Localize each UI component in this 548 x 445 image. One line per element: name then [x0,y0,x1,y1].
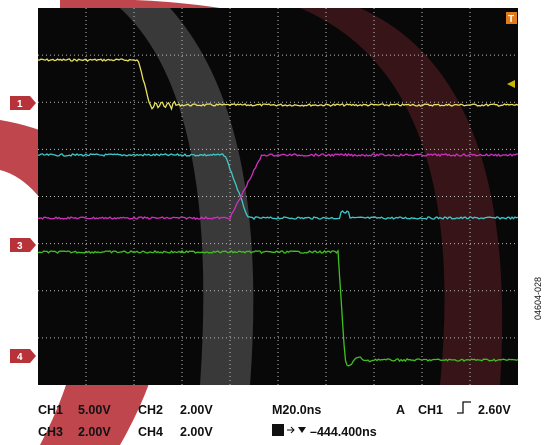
ch2-scale: 2.00V [180,403,213,417]
trigger-mode: A [396,403,405,417]
ch4-scale: 2.00V [180,425,213,439]
grid [38,8,518,385]
waveform [37,249,519,367]
timebase: M20.0ns [272,403,321,417]
waveform [37,152,519,220]
waveform [37,153,519,221]
ch4-marker: 4 [10,349,36,363]
screen-shade [120,8,254,385]
ch1-label: CH1 [38,403,63,417]
ch3-scale: 2.00V [78,425,111,439]
ch4-label: CH4 [138,425,163,439]
marker-label: 1 [17,99,23,110]
screen-shade [300,8,503,385]
ch1-scale: 5.00V [78,403,111,417]
trigger-source: CH1 [418,403,443,417]
ch2-label: CH2 [138,403,163,417]
waveform [37,58,519,111]
traces [37,58,519,367]
position-icon [272,424,306,436]
trigger-marker: T [506,12,517,25]
trigger-level [507,80,515,88]
trigger-position: –444.400ns [310,425,377,439]
marker-label: T [508,14,514,25]
marker-label: 3 [17,241,23,252]
trigger-slope [457,401,471,414]
figure-id: 04604-028 [533,277,543,320]
ch1-marker: 1 [10,96,36,110]
marker-label: 4 [17,352,23,363]
trigger-level: 2.60V [478,403,511,417]
ch3-label: CH3 [38,425,63,439]
ch3-marker: 3 [10,238,36,252]
